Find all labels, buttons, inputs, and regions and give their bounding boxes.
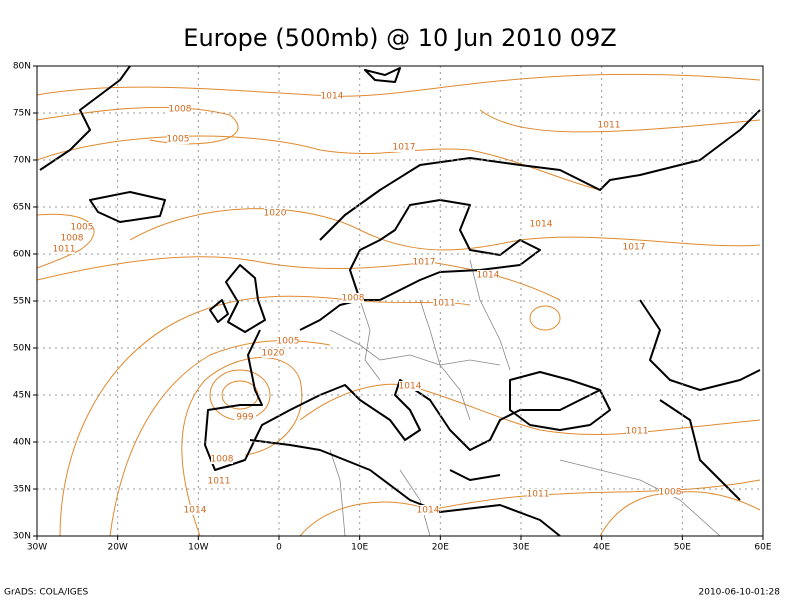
- contour-label: 1011: [527, 490, 550, 500]
- lat-label: 40N: [13, 438, 31, 448]
- contour-label: 1008: [342, 294, 365, 304]
- label-bg: [264, 208, 286, 218]
- label-bg: [623, 242, 645, 252]
- label-bg: [53, 244, 75, 254]
- lat-label: 60N: [13, 250, 31, 260]
- contour-labels: 1008100510141011101710201005100810111014…: [53, 91, 682, 516]
- label-bg: [477, 270, 499, 280]
- contour-label: 1011: [626, 427, 649, 437]
- label-bg: [530, 219, 552, 229]
- label-bg: [417, 505, 439, 515]
- borders: [329, 259, 721, 537]
- label-bg: [71, 222, 93, 232]
- contour-label: 1011: [433, 299, 456, 309]
- contour-label: 1005: [71, 223, 94, 233]
- label-bg: [393, 142, 415, 152]
- lat-label: 75N: [13, 109, 31, 119]
- contour-label: 1011: [53, 245, 76, 255]
- label-bg: [234, 412, 256, 422]
- contour-label: 1014: [417, 506, 440, 516]
- contour-label: 1005: [277, 337, 300, 347]
- axes: 30W 20W 10W 0 10E 20E 30E 40E 50E 60E 30N 35N 40N 45N…: [13, 62, 772, 553]
- label-bg: [342, 293, 364, 303]
- lat-label: 30N: [13, 532, 31, 542]
- lat-label: 50N: [13, 344, 31, 354]
- contour-label: 1011: [598, 121, 621, 131]
- contour-label: 999: [236, 413, 253, 423]
- contour-label: 1017: [413, 258, 436, 268]
- label-bg: [659, 487, 681, 497]
- lon-label: 60E: [754, 543, 771, 553]
- label-bg: [208, 476, 230, 486]
- lat-label: 35N: [13, 485, 31, 495]
- contour-label: 1017: [623, 243, 646, 253]
- lon-label: 50E: [674, 543, 691, 553]
- contour-label: 1014: [321, 92, 344, 102]
- lon-label: 20E: [432, 543, 449, 553]
- label-bg: [433, 298, 455, 308]
- label-bg: [399, 381, 421, 391]
- lat-label: 80N: [13, 62, 31, 72]
- lat-label: 45N: [13, 391, 31, 401]
- contour-label: 1017: [393, 143, 416, 153]
- lon-label: 30W: [27, 543, 47, 553]
- label-bg: [61, 233, 83, 243]
- label-bg: [321, 91, 343, 101]
- lat-label: 55N: [13, 297, 31, 307]
- contour-label: 1020: [262, 349, 285, 359]
- lon-label: 30E: [512, 543, 529, 553]
- label-bg: [598, 120, 620, 130]
- label-bg: [413, 257, 435, 267]
- footer-left: GrADS: COLA/IGES: [4, 588, 88, 598]
- map-frame: [36, 65, 764, 537]
- lat-label: 70N: [13, 156, 31, 166]
- label-bg: [527, 489, 549, 499]
- contour-label: 1008: [659, 488, 682, 498]
- lon-label: 40E: [593, 543, 610, 553]
- contour-label: 1008: [169, 105, 192, 115]
- contour-label: 1014: [530, 220, 553, 230]
- label-bg: [262, 348, 284, 358]
- label-bg: [626, 426, 648, 436]
- contour-label: 1011: [208, 477, 231, 487]
- lon-label: 0: [276, 543, 282, 553]
- contour-label: 1014: [399, 382, 422, 392]
- lon-label: 10W: [188, 543, 208, 553]
- label-bg: [184, 505, 206, 515]
- contour-label: 1014: [184, 506, 207, 516]
- contour-label: 1014: [477, 271, 500, 281]
- lat-label: 65N: [13, 203, 31, 213]
- label-bg: [167, 134, 189, 144]
- contour-label: 1008: [211, 455, 234, 465]
- footer-right: 2010-06-10-01:28: [699, 588, 781, 598]
- label-bg: [211, 454, 233, 464]
- grid: [37, 66, 763, 536]
- lon-label: 10E: [351, 543, 368, 553]
- contour-label: 1005: [167, 135, 190, 145]
- lon-label: 20W: [107, 543, 127, 553]
- label-bg: [169, 104, 191, 114]
- contour-label: 1008: [61, 234, 84, 244]
- coastlines: [39, 65, 761, 537]
- contour-label: 1020: [264, 209, 287, 219]
- label-bg: [277, 336, 299, 346]
- map-title: Europe (500mb) @ 10 Jun 2010 09Z: [183, 24, 616, 52]
